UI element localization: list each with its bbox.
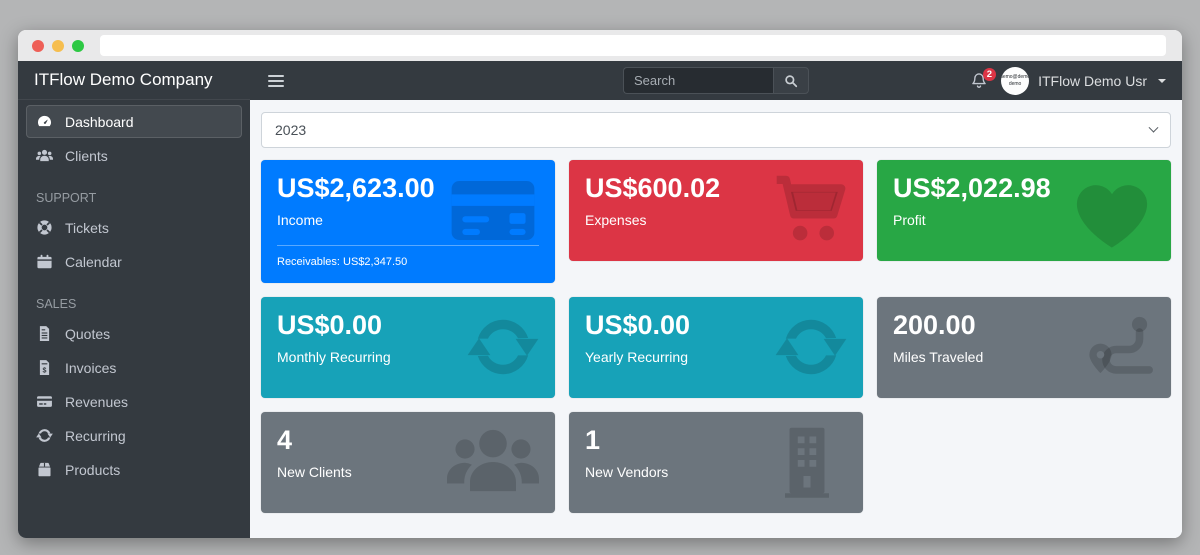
box-icon — [38, 462, 51, 477]
sidebar-item-recurring[interactable]: Recurring — [26, 419, 242, 452]
sidebar-item-revenues[interactable]: Revenues — [26, 385, 242, 418]
users-icon — [447, 426, 539, 495]
main-area: 2 demo@demo demo ITFlow Demo Usr 2023 — [250, 61, 1182, 538]
card-value: US$0.00 — [585, 310, 691, 341]
sidebar-item-tickets[interactable]: Tickets — [26, 211, 242, 244]
search-icon — [785, 74, 798, 87]
sidebar-item-clients[interactable]: Clients — [26, 139, 242, 172]
shopping-cart-icon — [771, 174, 847, 244]
sync-icon — [467, 311, 539, 383]
users-icon — [36, 149, 53, 162]
sync-icon — [36, 429, 53, 442]
heart-icon — [1069, 174, 1155, 253]
card-label: Miles Traveled — [893, 349, 984, 366]
card-monthly-recurring[interactable]: US$0.00 Monthly Recurring — [261, 297, 555, 399]
sidebar-item-invoices[interactable]: $ Invoices — [26, 351, 242, 384]
card-label: Income — [277, 212, 323, 229]
dashboard-content: 2023 US$2,623.00 Income Receivables: US$… — [250, 100, 1182, 525]
sidebar: ITFlow Demo Company Dashboard Clients SU… — [18, 61, 250, 538]
card-label: Profit — [893, 212, 926, 229]
hamburger-menu-icon[interactable] — [266, 71, 286, 91]
card-new-vendors[interactable]: 1 New Vendors — [569, 412, 863, 514]
search-input[interactable] — [623, 67, 773, 94]
sidebar-item-label: Recurring — [65, 427, 126, 444]
sidebar-item-label: Dashboard — [65, 113, 134, 130]
minimize-window-icon[interactable] — [52, 39, 64, 52]
gauge-icon — [37, 115, 51, 127]
sidebar-item-label: Quotes — [65, 325, 111, 342]
calendar-icon — [37, 254, 52, 269]
year-select[interactable]: 2023 — [261, 112, 1171, 148]
card-label: New Clients — [277, 464, 352, 481]
sidebar-section-support: SUPPORT — [36, 191, 97, 205]
traffic-lights — [32, 39, 84, 52]
browser-window: ITFlow Demo Company Dashboard Clients SU… — [18, 30, 1182, 538]
card-label: New Vendors — [585, 464, 669, 481]
company-brand[interactable]: ITFlow Demo Company — [18, 61, 250, 100]
year-select-value: 2023 — [275, 122, 307, 138]
card-profit[interactable]: US$2,022.98 Profit — [877, 160, 1171, 261]
user-menu[interactable]: demo@demo demo ITFlow Demo Usr — [1001, 66, 1166, 95]
avatar: demo@demo demo — [1001, 66, 1030, 95]
browser-chrome — [18, 30, 1182, 61]
maximize-window-icon[interactable] — [72, 39, 84, 52]
card-expenses[interactable]: US$600.02 Expenses — [569, 160, 863, 261]
top-navbar: 2 demo@demo demo ITFlow Demo Usr — [250, 61, 1182, 100]
navbar-search — [623, 67, 809, 94]
card-label: Expenses — [585, 212, 647, 229]
sidebar-item-label: Revenues — [65, 393, 129, 410]
building-icon — [777, 424, 837, 499]
sidebar-item-label: Calendar — [65, 253, 122, 270]
url-bar[interactable] — [100, 35, 1166, 56]
card-label: Yearly Recurring — [585, 349, 688, 366]
card-income[interactable]: US$2,623.00 Income Receivables: US$2,347… — [261, 160, 555, 284]
card-yearly-recurring[interactable]: US$0.00 Yearly Recurring — [569, 297, 863, 399]
card-new-clients[interactable]: 4 New Clients — [261, 412, 555, 514]
sidebar-item-label: Products — [65, 461, 121, 478]
sidebar-item-calendar[interactable]: Calendar — [26, 245, 242, 278]
sidebar-item-products[interactable]: Products — [26, 453, 242, 486]
sidebar-section-sales: SALES — [36, 297, 77, 311]
credit-card-icon — [37, 396, 52, 407]
route-icon — [1085, 311, 1155, 381]
app-frame: ITFlow Demo Company Dashboard Clients SU… — [18, 61, 1182, 538]
card-value: US$0.00 — [277, 310, 383, 341]
card-label: Monthly Recurring — [277, 349, 391, 366]
card-value: 4 — [277, 425, 293, 456]
sync-icon — [775, 311, 847, 383]
sidebar-item-quotes[interactable]: Quotes — [26, 317, 242, 350]
card-value: 200.00 — [893, 310, 976, 341]
search-button[interactable] — [773, 67, 809, 94]
card-miles-traveled[interactable]: 200.00 Miles Traveled — [877, 297, 1171, 399]
stat-cards-grid: US$2,623.00 Income Receivables: US$2,347… — [261, 160, 1171, 514]
close-window-icon[interactable] — [32, 39, 44, 52]
sidebar-item-label: Clients — [65, 147, 108, 164]
sidebar-item-label: Tickets — [65, 219, 109, 236]
card-value: US$600.02 — [585, 173, 721, 203]
card-value: US$2,623.00 — [277, 173, 435, 203]
sidebar-item-dashboard[interactable]: Dashboard — [26, 105, 242, 138]
card-value: US$2,022.98 — [893, 173, 1051, 203]
card-value: 1 — [585, 425, 601, 456]
card-footer[interactable]: Receivables: US$2,347.50 — [277, 245, 539, 268]
sidebar-nav: Dashboard Clients SUPPORT Tickets Calend… — [18, 100, 250, 492]
svg-text:$: $ — [43, 366, 47, 374]
chevron-down-icon — [1158, 78, 1166, 83]
notification-badge: 2 — [982, 67, 997, 81]
notifications-button[interactable]: 2 — [970, 67, 997, 90]
file-lines-icon — [39, 326, 50, 341]
credit-card-icon — [447, 174, 539, 247]
user-name: ITFlow Demo Usr — [1038, 72, 1147, 89]
file-dollar-icon: $ — [39, 360, 50, 375]
sidebar-item-label: Invoices — [65, 359, 117, 376]
chevron-down-icon — [1148, 122, 1159, 133]
life-ring-icon — [37, 220, 52, 235]
